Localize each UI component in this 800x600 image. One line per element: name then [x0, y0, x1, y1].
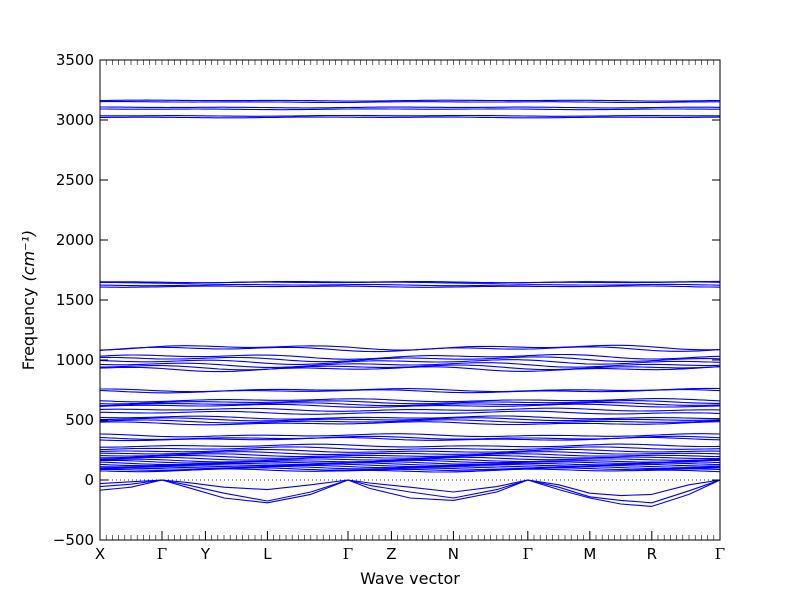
band-line: [100, 359, 720, 365]
y-tick-label: 3000: [56, 111, 94, 129]
band-line: [100, 451, 720, 456]
band-line: [100, 285, 720, 288]
x-tick-label: L: [263, 545, 272, 563]
band-line: [100, 366, 720, 373]
band-line: [100, 346, 720, 353]
band-line: [100, 417, 720, 422]
x-tick-label: M: [583, 545, 596, 563]
x-tick-label: X: [95, 545, 105, 563]
band-layer: [100, 99, 720, 507]
band-line: [100, 108, 720, 111]
x-tick-label: Z: [386, 545, 396, 563]
y-tick-label: −500: [53, 531, 94, 549]
band-line: [100, 421, 720, 426]
band-line: [100, 407, 720, 412]
y-axis-label-text: Frequency: [19, 288, 38, 371]
band-line: [100, 415, 720, 420]
band-line: [100, 356, 720, 363]
acoustic-band-line: [100, 479, 720, 504]
band-line: [100, 106, 720, 109]
band-line: [100, 99, 720, 102]
band-line: [100, 436, 720, 442]
band-line: [100, 362, 720, 368]
x-tick-label: Γ: [523, 545, 533, 563]
band-line: [100, 400, 720, 405]
band-line: [100, 446, 720, 451]
band-line: [100, 401, 720, 407]
band-line: [100, 403, 720, 408]
x-axis-label: Wave vector: [360, 569, 460, 588]
band-line: [100, 389, 720, 394]
y-tick-label: 1000: [56, 351, 94, 369]
y-tick-label: 0: [84, 471, 94, 489]
band-line: [100, 114, 720, 117]
band-line: [100, 398, 720, 403]
y-tick-label: 2000: [56, 231, 94, 249]
y-tick-label: 500: [65, 411, 94, 429]
band-line: [100, 454, 720, 460]
x-tick-label: Γ: [157, 545, 167, 563]
band-line: [100, 464, 720, 469]
plot-frame: [99, 59, 721, 541]
band-line: [100, 281, 720, 284]
band-line: [100, 433, 720, 438]
band-line: [100, 353, 720, 360]
band-line: [100, 419, 720, 424]
x-tick-label: Y: [200, 545, 211, 563]
band-line: [100, 410, 720, 415]
y-tick-labels: −500 0 500 1000 1500 2000 2500 3000 3500: [53, 51, 94, 549]
band-line: [100, 283, 720, 287]
band-line: [100, 116, 720, 119]
band-line: [100, 453, 720, 458]
x-tick-label: R: [647, 545, 657, 563]
acoustic-band-line: [100, 479, 720, 507]
y-axis-unit: (cm⁻¹): [19, 230, 38, 282]
band-line: [100, 468, 720, 473]
x-tick-label: Γ: [343, 545, 353, 563]
x-tick-label: N: [448, 545, 459, 563]
y-tick-label: 3500: [56, 51, 94, 69]
y-axis-label: Frequency (cm⁻¹): [19, 230, 38, 370]
band-line: [100, 448, 720, 453]
y-tick-label: 2500: [56, 171, 94, 189]
band-line: [100, 456, 720, 461]
band-line: [100, 463, 720, 468]
x-tick-label: Γ: [715, 545, 725, 563]
band-line: [100, 459, 720, 464]
acoustic-band-line: [100, 479, 720, 497]
y-tick-label: 1500: [56, 291, 94, 309]
band-line: [100, 101, 720, 104]
band-line: [100, 443, 720, 448]
